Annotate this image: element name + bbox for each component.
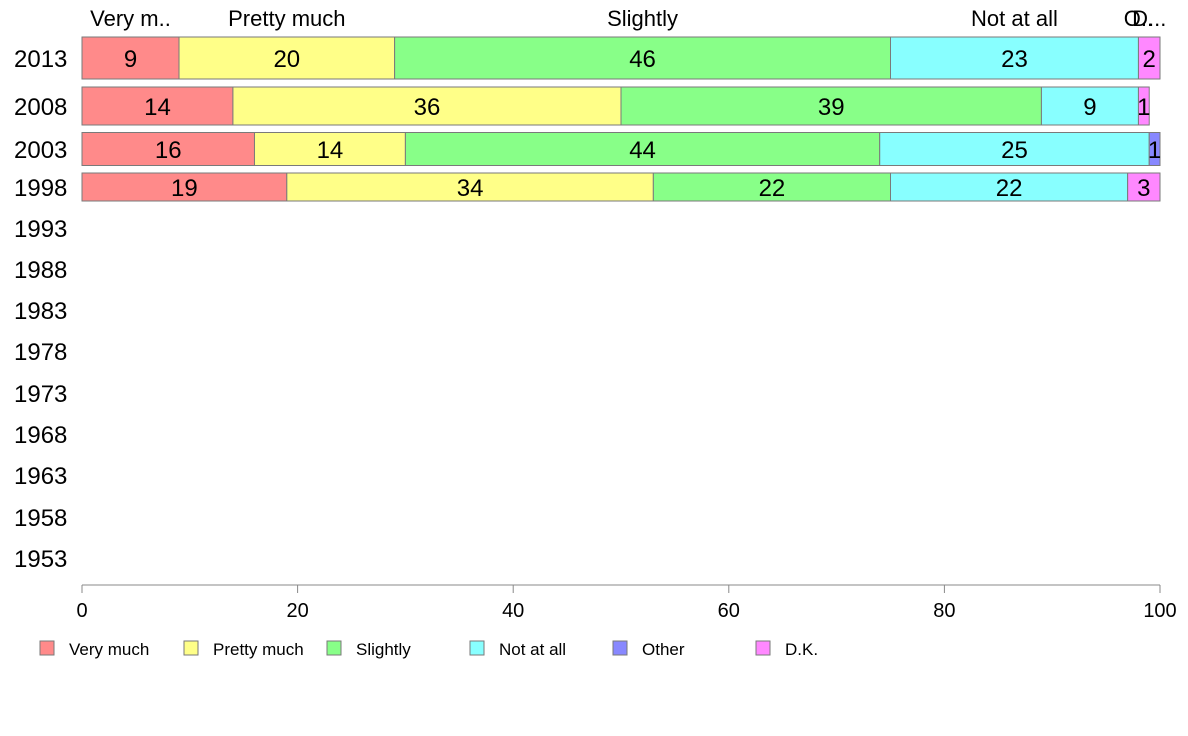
column-header-pretty-much: Pretty much [228,6,345,31]
y-tick-label-1958: 1958 [14,505,67,532]
bar-2013-d-k- [1137,36,1161,80]
y-tick-label-1998: 1998 [14,175,67,202]
bar-1998-not-at-all [890,172,1129,202]
column-headers: Very m.. Pretty much Slightly Not at all O..… [90,6,1166,31]
data-label-2008-slightly: 39 [818,94,845,121]
bar-2013-pretty-much [178,36,396,80]
y-tick-label-1963: 1963 [14,463,67,490]
data-label-1998-d-k-: 3 [1137,175,1150,202]
y-tick-label-1973: 1973 [14,381,67,408]
data-label-2008-pretty-much: 36 [414,94,441,121]
legend-swatch-slightly [326,640,342,656]
legend-label-slightly: Slightly [356,640,411,659]
bar-1998-slightly [652,172,892,202]
data-label-2013-slightly: 46 [629,46,656,73]
y-tick-label-2003: 2003 [14,137,67,164]
data-label-2008-very-much: 14 [144,94,171,121]
bar-2003-not-at-all [879,132,1150,166]
y-tick-label-1978: 1978 [14,339,67,366]
data-label-2003-slightly: 44 [629,137,656,164]
bar-2008-slightly [620,86,1042,126]
column-header-other: O.. [1124,6,1153,31]
bar-2008-not-at-all [1040,86,1139,126]
data-label-1998-pretty-much: 34 [457,175,484,202]
x-tick-label-60: 60 [718,600,740,622]
y-tick-label-2013: 2013 [14,46,67,73]
y-tick-label-1953: 1953 [14,546,67,573]
bars: 9 20 46 23 2 14 36 39 9 1 16 14 44 25 1 19 34 22 22 3 [81,36,1161,202]
legend-label-d-k-: D.K. [785,640,818,659]
y-tick-label-1993: 1993 [14,216,67,243]
column-header-d-k-: D... [1132,6,1166,31]
x-tick-label-40: 40 [502,600,524,622]
y-tick-label-1968: 1968 [14,422,67,449]
legend-label-other: Other [642,640,685,659]
bar-2008-d-k- [1137,86,1150,126]
data-label-2008-not-at-all: 9 [1083,94,1096,121]
x-tick-label-100: 100 [1143,600,1176,622]
y-tick-label-2008: 2008 [14,94,67,121]
y-tick-label-1988: 1988 [14,257,67,284]
data-label-2003-not-at-all: 25 [1001,137,1028,164]
bar-2008-pretty-much [232,86,622,126]
legend: Very much Pretty much Slightly Not at all Ot… [39,640,818,659]
data-label-1998-slightly: 22 [759,175,786,202]
bar-2013-slightly [394,36,891,80]
data-label-2013-very-much: 9 [124,46,137,73]
bar-1998-d-k- [1127,172,1161,202]
bar-2013-very-much [81,36,180,80]
x-axis: 0 20 40 60 80 100 [76,584,1177,622]
legend-swatch-other [612,640,628,656]
legend-swatch-pretty-much [183,640,199,656]
x-tick-label-20: 20 [286,600,308,622]
column-header-not-at-all: Not at all [971,6,1058,31]
data-label-1998-very-much: 19 [171,175,198,202]
x-tick-label-80: 80 [933,600,955,622]
y-tick-label-1983: 1983 [14,298,67,325]
data-label-2003-pretty-much: 14 [317,137,344,164]
legend-label-pretty-much: Pretty much [213,640,304,659]
bar-2003-slightly [404,132,881,166]
data-label-2013-pretty-much: 20 [273,46,300,73]
data-label-2003-very-much: 16 [155,137,182,164]
legend-swatch-very-much [39,640,55,656]
data-label-2013-d-k-: 2 [1143,46,1156,73]
legend-label-very-much: Very much [69,640,149,659]
data-label-1998-not-at-all: 22 [996,175,1023,202]
bar-2008-very-much [81,86,234,126]
bar-2003-other [1148,132,1161,166]
bar-1998-pretty-much [286,172,654,202]
bar-2013-not-at-all [890,36,1139,80]
y-axis-labels: 2013 2008 2003 1998 1993 1988 1983 1978 1973 1968… [14,46,67,573]
column-header-very-much: Very m.. [90,6,171,31]
data-label-2008-d-k-: 1 [1137,94,1150,121]
legend-swatch-not-at-all [469,640,485,656]
x-tick-label-0: 0 [76,600,87,622]
legend-swatch-d-k- [755,640,771,656]
legend-label-not-at-all: Not at all [499,640,566,659]
column-header-slightly: Slightly [607,6,678,31]
data-label-2003-other: 1 [1148,137,1161,164]
data-label-2013-not-at-all: 23 [1001,46,1028,73]
bar-2003-pretty-much [253,132,406,166]
